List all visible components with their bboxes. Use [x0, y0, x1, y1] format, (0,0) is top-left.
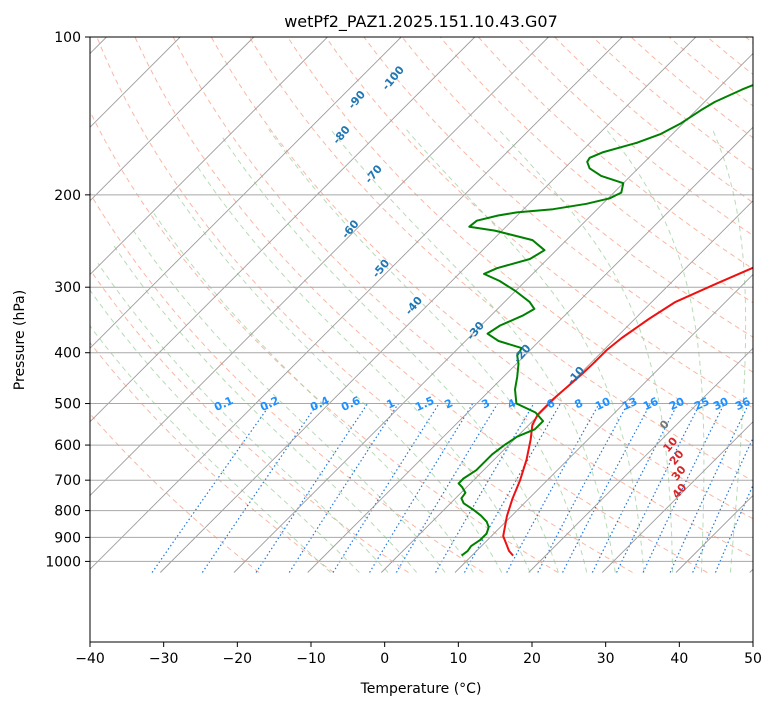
x-axis-label: Temperature (°C)	[360, 681, 482, 697]
x-tick-label: 10	[449, 651, 467, 667]
y-tick-label: 700	[54, 473, 81, 489]
y-tick-label: 800	[54, 504, 81, 520]
x-tick-label: −20	[223, 651, 253, 667]
x-tick-label: −10	[296, 651, 326, 667]
y-tick-label: 400	[54, 346, 81, 362]
plot-background	[90, 37, 753, 642]
x-tick-label: −30	[149, 651, 179, 667]
x-tick-label: 20	[523, 651, 541, 667]
x-tick-label: 50	[744, 651, 762, 667]
moist-adiabat-line	[760, 129, 775, 572]
chart-title: wetPf2_PAZ1.2025.151.10.43.G07	[284, 12, 558, 32]
y-tick-label: 300	[54, 280, 81, 296]
x-tick-label: 40	[670, 651, 688, 667]
x-tick-label: 30	[597, 651, 615, 667]
x-tick-label: −40	[75, 651, 105, 667]
y-tick-label: 500	[54, 397, 81, 413]
y-axis-label: Pressure (hPa)	[12, 290, 28, 390]
y-tick-label: 100	[54, 30, 81, 46]
y-tick-label: 200	[54, 188, 81, 204]
x-tick-label: 0	[380, 651, 389, 667]
y-tick-label: 900	[54, 530, 81, 546]
y-tick-label: 600	[54, 438, 81, 454]
y-tick-label: 1000	[45, 554, 81, 570]
